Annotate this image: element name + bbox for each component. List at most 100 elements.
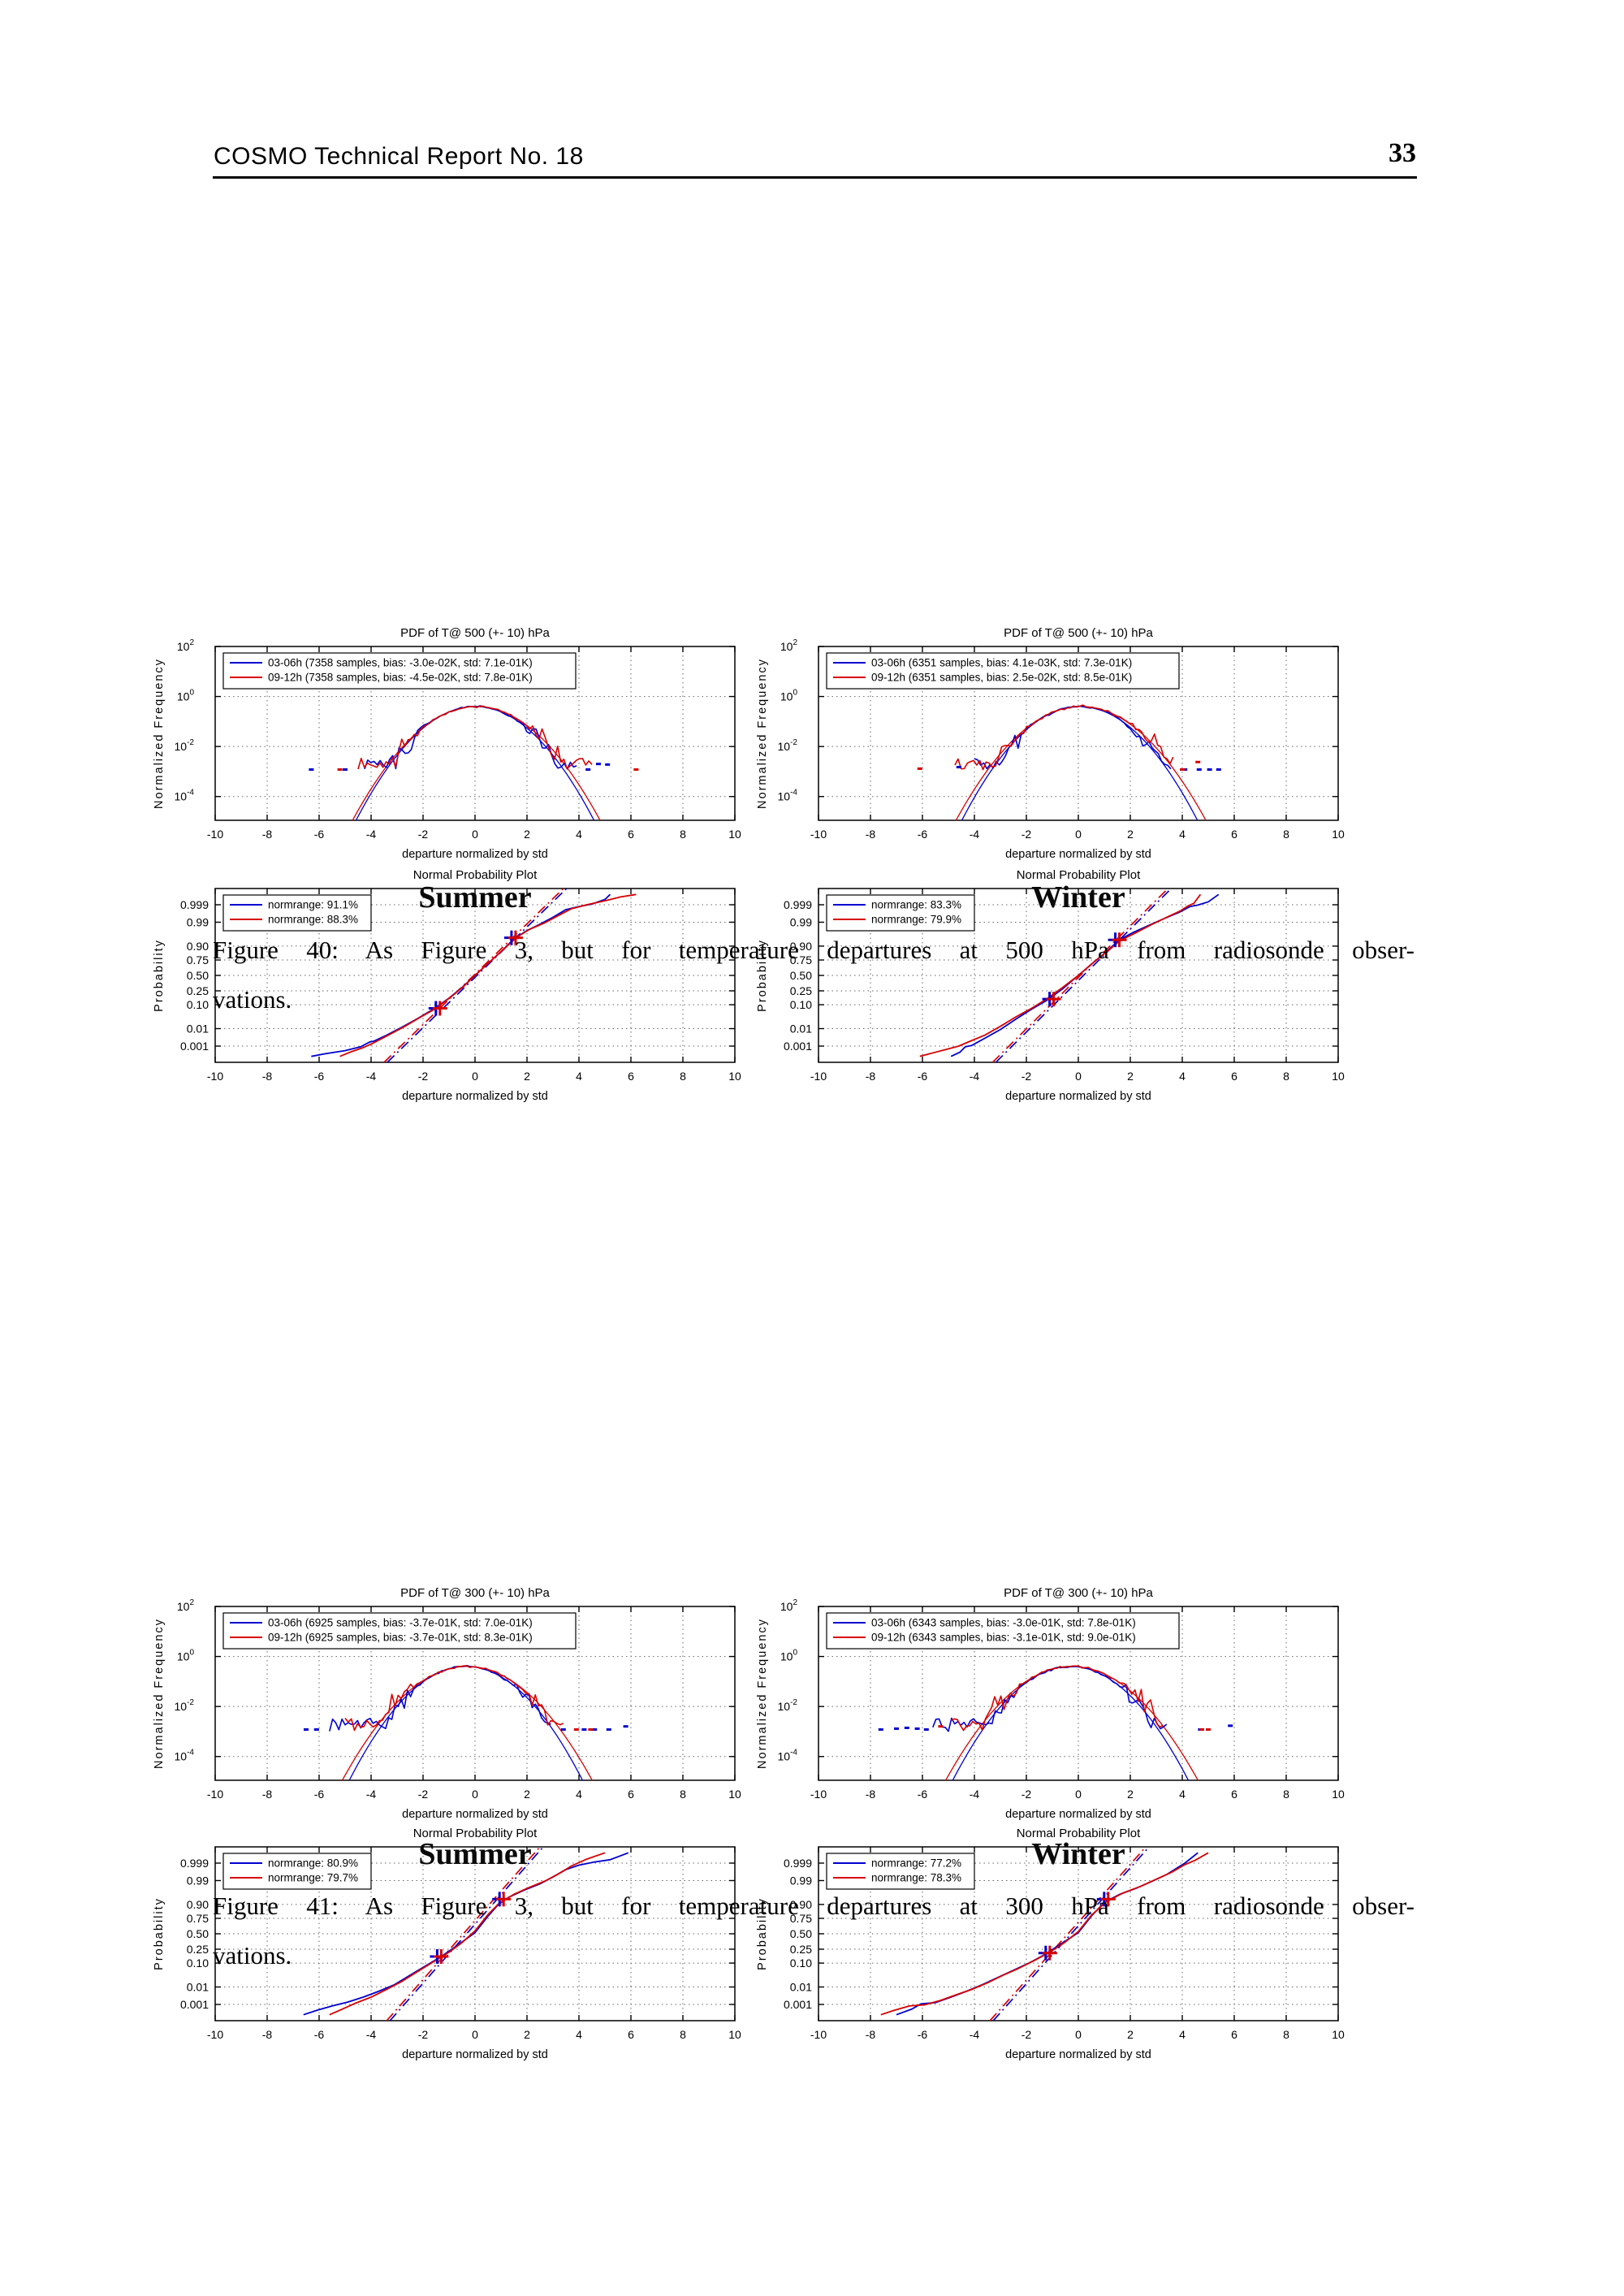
legend-entry-label: normrange: 80.9%	[268, 1857, 358, 1870]
fig40-pdf-winter-chart: PDF of T@ 500 (+- 10) hPa departure norma…	[756, 626, 1345, 861]
figure41-caption-line1: Figure 41: As Figure 3, but for temperat…	[213, 1892, 1415, 1920]
y-tick-label: 10-2	[175, 1698, 195, 1713]
x-tick-label: 4	[1179, 828, 1186, 841]
x-tick-label: -8	[262, 1070, 273, 1083]
season-label-summer: Summer	[418, 880, 532, 915]
y-tick-label: 102	[177, 1598, 195, 1613]
x-axis-label: departure normalized by std	[402, 2048, 548, 2061]
fig41-pdf-summer-chart: PDF of T@ 300 (+- 10) hPa departure norma…	[153, 1586, 741, 1821]
x-axis-label: departure normalized by std	[1005, 1090, 1151, 1103]
fig41-np-winter-legend: normrange: 77.2% normrange: 78.3%	[826, 1853, 975, 1890]
y-tick-label: 0.50	[187, 969, 209, 982]
legend-entry-label: normrange: 78.3%	[871, 1872, 961, 1884]
y-tick-label: 0.25	[790, 1943, 812, 1956]
y-tick-label: 0.999	[180, 898, 209, 911]
y-tick-label: 0.10	[187, 998, 209, 1011]
plot-title: PDF of T@ 300 (+- 10) hPa	[1004, 1586, 1153, 1600]
fig41-pdf-summer-series	[304, 1664, 628, 1780]
y-tick-label: 0.25	[187, 984, 209, 997]
figure40-caption-line2: vations.	[213, 985, 292, 1014]
fig41-pdf-summer-plot-area: PDF of T@ 300 (+- 10) hPa departure norma…	[153, 1586, 741, 1821]
x-tick-label: -2	[418, 1070, 429, 1083]
y-tick-label: 0.75	[790, 1912, 812, 1925]
x-tick-label: 2	[524, 828, 530, 841]
fig40-pdf-summer-plot: PDF of T@ 500 (+- 10) hPa departure norma…	[146, 614, 747, 876]
x-tick-label: 6	[1231, 1788, 1237, 1801]
x-tick-label: -4	[366, 1070, 377, 1083]
y-tick-label: 102	[780, 638, 798, 653]
y-tick-label: 10-2	[175, 738, 195, 753]
x-tick-label: 4	[1179, 1788, 1186, 1801]
legend-entry-label: 03-06h (6343 samples, bias: -3.0e-01K, s…	[871, 1617, 1136, 1629]
fig40-pdf-summer-legend: 03-06h (7358 samples, bias: -3.0e-02K, s…	[222, 652, 577, 690]
plot-title: Normal Probability Plot	[1017, 868, 1141, 882]
x-tick-label: -2	[1021, 1788, 1032, 1801]
y-tick-label: 0.10	[790, 998, 812, 1011]
y-tick-label: 0.90	[187, 1898, 209, 1911]
x-tick-label: -6	[314, 1788, 325, 1801]
legend-entry-label: normrange: 79.9%	[871, 914, 961, 926]
fig41-np-summer-plot: Normal Probability Plot departure normali…	[146, 1814, 747, 2076]
fig40-pdf-winter-plot: PDF of T@ 500 (+- 10) hPa departure norma…	[749, 614, 1350, 876]
y-tick-label: 100	[780, 689, 798, 703]
y-tick-label: 0.25	[790, 984, 812, 997]
y-tick-label: 0.99	[790, 1874, 812, 1887]
fig40-np-summer-series	[311, 889, 637, 1062]
x-tick-label: -8	[262, 828, 273, 841]
fig40-np-summer-chart: Normal Probability Plot departure normali…	[153, 868, 741, 1103]
fig41-pdf-winter-plot: PDF of T@ 300 (+- 10) hPa departure norma…	[749, 1574, 1350, 1836]
fig40-pdf-winter-legend: 03-06h (6351 samples, bias: 4.1e-03K, st…	[826, 652, 1180, 690]
x-tick-label: -4	[970, 1070, 980, 1083]
x-tick-label: -10	[810, 1070, 827, 1083]
x-tick-label: 6	[628, 1788, 634, 1801]
y-tick-label: 0.50	[187, 1927, 209, 1940]
x-tick-label: 8	[1283, 2028, 1289, 2041]
fig41-np-summer-legend: normrange: 80.9% normrange: 79.7%	[222, 1853, 372, 1890]
fig40-np-winter-series	[919, 889, 1220, 1062]
x-tick-label: 2	[1127, 1070, 1134, 1083]
header-rule	[213, 176, 1417, 179]
y-tick-label: 10-4	[175, 1749, 195, 1763]
x-tick-label: 10	[728, 2028, 741, 2041]
figure41-caption-line2: vations.	[213, 1941, 292, 1970]
legend-entry-label: 09-12h (6351 samples, bias: 2.5e-02K, st…	[871, 672, 1132, 684]
y-tick-label: 100	[177, 689, 195, 703]
y-tick-label: 0.90	[790, 940, 812, 953]
x-tick-label: -4	[970, 828, 980, 841]
fig41-pdf-summer-legend: 03-06h (6925 samples, bias: -3.7e-01K, s…	[222, 1612, 577, 1650]
y-tick-label: 10-4	[778, 1749, 798, 1763]
x-tick-label: 10	[728, 1788, 741, 1801]
y-tick-label: 102	[780, 1598, 798, 1613]
fig41-np-winter-plot-area: Normal Probability Plot departure normali…	[756, 1827, 1345, 2061]
x-tick-label: -2	[418, 2028, 429, 2041]
x-tick-label: 8	[680, 2028, 686, 2041]
fig40-np-winter-chart: Normal Probability Plot departure normali…	[756, 868, 1345, 1103]
x-tick-label: 8	[680, 1788, 686, 1801]
x-tick-label: 8	[1283, 828, 1289, 841]
x-axis-label: departure normalized by std	[402, 1090, 548, 1103]
y-tick-label: 0.01	[790, 1981, 812, 1994]
plot-title: PDF of T@ 500 (+- 10) hPa	[400, 626, 550, 640]
fig40-np-summer-legend: normrange: 91.1% normrange: 88.3%	[222, 894, 372, 932]
y-axis-label: Normalized Frequency	[153, 658, 166, 809]
x-tick-label: -6	[918, 1070, 928, 1083]
fig40-pdf-summer-chart: PDF of T@ 500 (+- 10) hPa departure norma…	[153, 626, 741, 861]
legend-entry-label: normrange: 91.1%	[268, 899, 358, 911]
x-axis-label: departure normalized by std	[1005, 2048, 1151, 2061]
x-tick-label: 4	[576, 828, 582, 841]
x-axis-label: departure normalized by std	[1005, 848, 1151, 861]
x-tick-label: 4	[576, 2028, 582, 2041]
legend-entry-label: 09-12h (6343 samples, bias: -3.1e-01K, s…	[871, 1632, 1136, 1644]
plot-title: PDF of T@ 500 (+- 10) hPa	[1004, 626, 1153, 640]
y-tick-label: 0.75	[790, 953, 812, 966]
fig41-np-winter-plot: Normal Probability Plot departure normali…	[749, 1814, 1350, 2076]
y-tick-label: 0.01	[187, 1023, 209, 1036]
y-tick-label: 0.001	[784, 1998, 812, 2011]
x-axis-label: departure normalized by std	[402, 848, 548, 861]
x-tick-label: -10	[810, 1788, 827, 1801]
fig40-pdf-summer-plot-area: PDF of T@ 500 (+- 10) hPa departure norma…	[153, 626, 741, 861]
x-tick-label: -4	[970, 1788, 980, 1801]
legend-entry-label: normrange: 83.3%	[871, 899, 961, 911]
fig40-np-summer-plot: Normal Probability Plot departure normali…	[146, 856, 747, 1118]
